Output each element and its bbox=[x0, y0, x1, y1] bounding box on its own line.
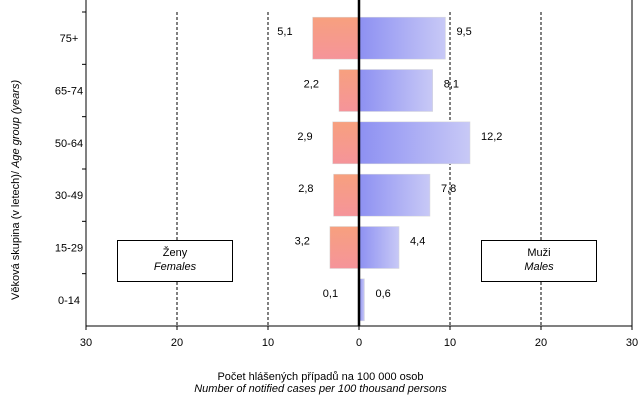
x-tick-label: 10 bbox=[444, 337, 456, 349]
y-tick-label: 30-49 bbox=[55, 190, 83, 202]
data-label-females: 3,2 bbox=[295, 236, 310, 248]
bar-females bbox=[332, 121, 360, 165]
x-tick-label: 20 bbox=[171, 337, 183, 349]
x-tick-label: 10 bbox=[262, 337, 274, 349]
bar-males bbox=[358, 69, 433, 112]
data-label-males: 0,6 bbox=[375, 288, 390, 300]
y-tick-label: 50-64 bbox=[55, 138, 83, 150]
x-tick-label: 30 bbox=[80, 337, 92, 349]
bar-males bbox=[358, 121, 471, 165]
females-legend-box: Ženy Females bbox=[117, 240, 233, 282]
x-axis-title-en: Number of notified cases per 100 thousan… bbox=[194, 383, 447, 395]
data-label-males: 7,8 bbox=[441, 183, 456, 195]
data-label-females: 2,2 bbox=[304, 79, 319, 91]
y-tick-label: 75+ bbox=[60, 33, 79, 45]
bar-females bbox=[312, 16, 360, 60]
labels-layer: 5,1 9,5 75+ 2,2 8,1 65-74 2,9 12,2 50-64 2,8 7,8 30… bbox=[55, 26, 638, 349]
data-label-males: 4,4 bbox=[410, 236, 425, 248]
x-tick-label: 0 bbox=[356, 337, 362, 349]
males-label-en: Males bbox=[524, 261, 554, 273]
bar-males bbox=[358, 173, 431, 217]
females-label-en: Females bbox=[153, 261, 197, 273]
y-tick-label: 15-29 bbox=[55, 243, 83, 255]
y-axis-title-cs: Věková skupina (v letech)/ bbox=[10, 170, 22, 300]
data-label-females: 2,9 bbox=[297, 131, 312, 143]
y-tick-label: 65-74 bbox=[55, 86, 83, 98]
bar-females bbox=[333, 173, 360, 217]
y-axis-title: Věková skupina (v letech)/ Age group (ye… bbox=[10, 80, 22, 300]
data-label-males: 12,2 bbox=[481, 131, 502, 143]
data-label-females: 0,1 bbox=[323, 288, 338, 300]
x-tick-label: 30 bbox=[626, 337, 638, 349]
data-label-males: 9,5 bbox=[456, 26, 471, 38]
bar-females bbox=[329, 226, 360, 269]
axis-layer bbox=[82, 0, 633, 330]
x-tick-label: 20 bbox=[535, 337, 547, 349]
y-tick-label: 0-14 bbox=[58, 295, 80, 307]
bar-males bbox=[358, 16, 446, 60]
bar-males bbox=[358, 226, 400, 269]
y-axis-title-en: Age group (years) bbox=[10, 79, 22, 168]
males-label-cs: Muži bbox=[527, 247, 551, 259]
data-label-females: 5,1 bbox=[277, 26, 292, 38]
x-axis-title-cs: Počet hlášených případů na 100 000 osob bbox=[217, 371, 424, 383]
bars-layer bbox=[312, 16, 471, 322]
males-legend-box: Muži Males bbox=[481, 240, 597, 282]
data-label-males: 8,1 bbox=[444, 79, 459, 91]
females-label-cs: Ženy bbox=[162, 247, 188, 259]
bar-females bbox=[338, 69, 360, 112]
data-label-females: 2,8 bbox=[298, 183, 313, 195]
